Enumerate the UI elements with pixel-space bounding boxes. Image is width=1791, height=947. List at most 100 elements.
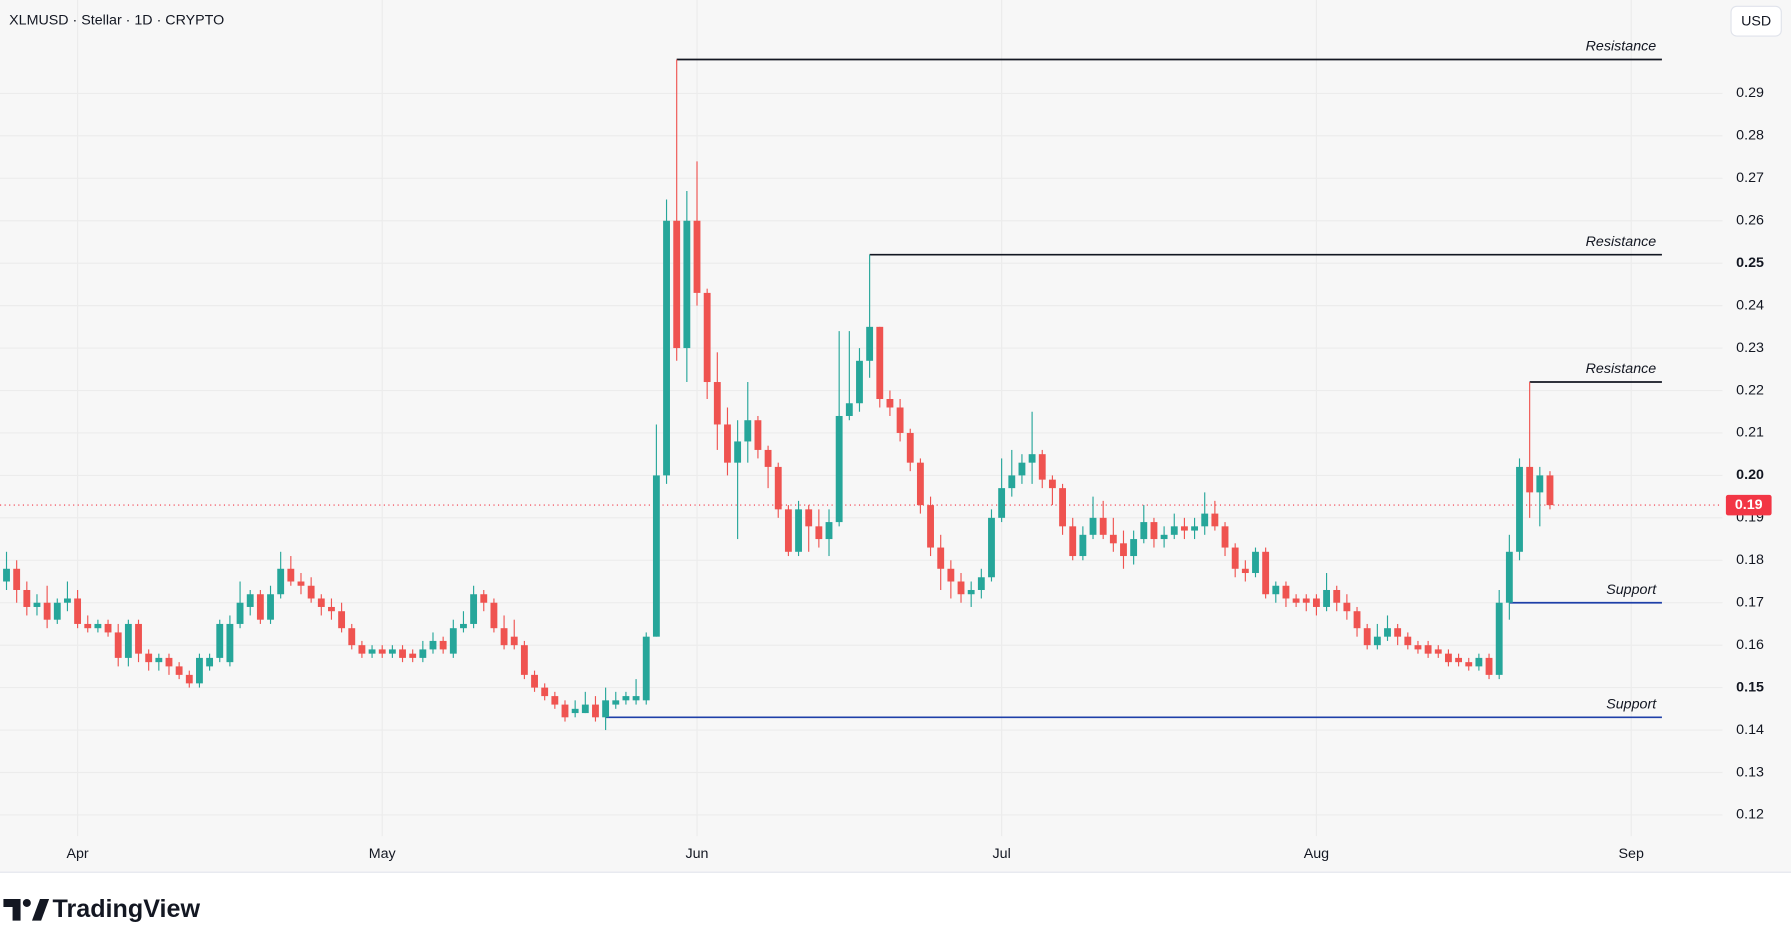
candle-body: [927, 505, 934, 548]
candle-body: [1363, 628, 1371, 646]
candle-body: [206, 657, 214, 667]
logo-dot: [22, 898, 31, 907]
candle-body: [124, 623, 132, 658]
candle-body: [317, 598, 325, 607]
candle-body: [896, 407, 904, 433]
candle-body: [1526, 466, 1534, 493]
candle-body: [236, 602, 244, 624]
currency-button[interactable]: [1730, 5, 1782, 37]
candle-body: [510, 636, 518, 646]
candle-body: [1211, 513, 1219, 527]
candle-body: [1150, 522, 1158, 540]
candle-body: [1038, 454, 1046, 480]
axes: 0.12 0.13 0.14 0.15 0.16 0.17 0.18 0.19 0.20 0.21…: [66, 85, 1772, 862]
candle-body: [185, 674, 193, 684]
candle-body: [551, 696, 559, 705]
y-tick-label: 0.24: [1736, 297, 1764, 313]
candle-body: [104, 623, 112, 633]
candle-body: [845, 403, 853, 416]
currency-label[interactable]: USD: [1741, 14, 1771, 30]
candle-body: [256, 594, 264, 620]
candle-body: [74, 598, 82, 624]
y-tick-label: 0.25: [1736, 255, 1764, 271]
candle-body: [165, 657, 173, 667]
candle-body: [795, 509, 802, 552]
logo-mark: [3, 898, 21, 921]
candle-body: [1394, 628, 1402, 637]
y-tick-label: 0.22: [1736, 382, 1764, 398]
brand-name: TradingView: [53, 895, 201, 923]
candle-body: [1516, 466, 1523, 552]
candle-body: [409, 653, 417, 658]
chart-background: [0, 0, 1791, 872]
candle-body: [592, 704, 599, 718]
candle-body: [632, 696, 640, 701]
candle-body: [378, 649, 386, 654]
candle-body: [693, 220, 701, 293]
candle-body: [1028, 454, 1036, 463]
candle-body: [906, 432, 914, 463]
candle-body: [1160, 534, 1168, 540]
candle-body: [916, 462, 924, 506]
level-label: Resistance: [1586, 39, 1657, 55]
candle-body: [145, 653, 153, 663]
x-tick-label: Aug: [1304, 846, 1329, 862]
candle-body: [713, 382, 721, 425]
candle-body: [460, 623, 467, 629]
candle-body: [866, 326, 874, 361]
candle-body: [957, 581, 965, 595]
candle-body: [1505, 551, 1513, 603]
candle-body: [246, 594, 254, 607]
candle-body: [1241, 568, 1249, 574]
x-tick-label: Jun: [685, 846, 708, 862]
candle-body: [998, 488, 1006, 518]
candle-body: [947, 568, 955, 582]
y-tick-label: 0.21: [1736, 425, 1764, 441]
candle-body: [388, 649, 396, 654]
candle-body: [724, 424, 731, 463]
candle-body: [602, 700, 610, 718]
candle-body: [1424, 645, 1432, 654]
candle-body: [683, 220, 691, 349]
candle-body: [1252, 551, 1259, 574]
candle-body: [1170, 526, 1178, 535]
candle-body: [1120, 543, 1127, 557]
candle-body: [856, 360, 863, 404]
y-tick-label: 0.13: [1736, 764, 1764, 780]
level-label: Support: [1606, 697, 1657, 713]
candle-body: [1292, 598, 1300, 603]
candle-body: [520, 645, 528, 675]
candle-body: [64, 598, 71, 603]
candle-body: [977, 577, 985, 590]
candle-body: [622, 696, 630, 701]
level-label: Resistance: [1586, 361, 1657, 377]
candle-body: [1282, 585, 1290, 599]
candle-body: [155, 657, 163, 663]
candle-body: [267, 594, 274, 620]
y-tick-label: 0.29: [1736, 85, 1764, 101]
candle-body: [1495, 602, 1503, 675]
candle-body: [480, 594, 488, 603]
level-label: Resistance: [1586, 234, 1657, 250]
candle-body: [1465, 662, 1473, 667]
y-tick-label: 0.27: [1736, 170, 1764, 186]
candle-body: [135, 623, 142, 654]
candle-body: [429, 640, 437, 650]
candle-body: [1353, 611, 1361, 629]
candle-body: [94, 623, 102, 629]
candle-body: [784, 509, 792, 552]
candle-body: [500, 628, 508, 646]
candle-body: [1180, 526, 1188, 531]
candle-body: [1323, 589, 1331, 607]
last-price-label: 0.19: [1735, 497, 1763, 513]
brand-logo: TradingView: [3, 895, 200, 923]
candle-body: [307, 585, 315, 599]
candle-body: [876, 326, 884, 400]
y-tick-label: 0.20: [1736, 467, 1764, 483]
candle-body: [368, 649, 376, 654]
candle-body: [673, 220, 681, 349]
y-tick-label: 0.14: [1736, 722, 1764, 738]
candle-body: [84, 623, 92, 629]
candle-body: [1059, 488, 1066, 527]
